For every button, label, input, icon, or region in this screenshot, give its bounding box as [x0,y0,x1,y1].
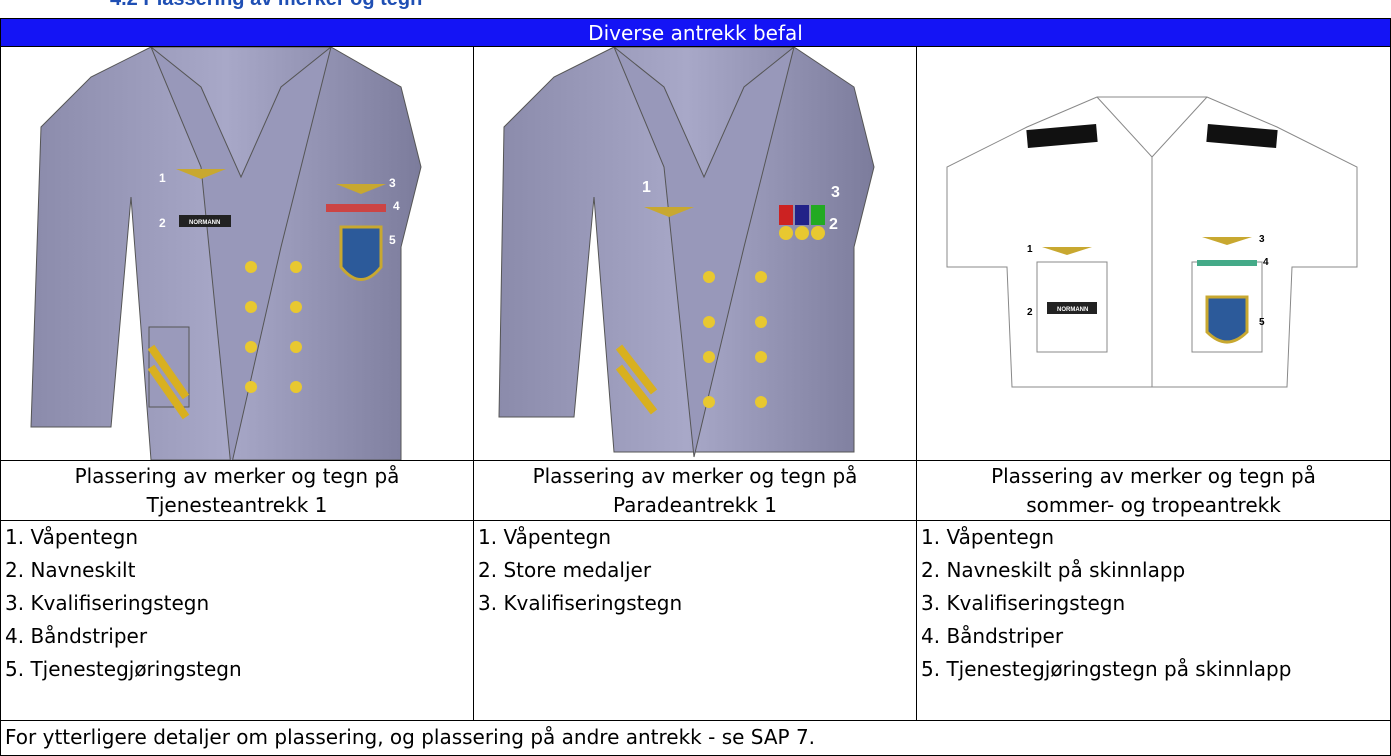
badge-number: 1 [159,171,166,185]
section-title: 4.2 Plassering av merker og tegn [110,0,422,11]
caption-line: sommer- og tropeantrekk [1026,493,1281,517]
name-tag: NORMANN [1057,307,1088,313]
badge-number: 5 [389,233,396,247]
jacket-illustration: NORMANN 1 2 3 4 5 [30,45,422,468]
caption-cell: Plassering av merker og tegn på sommer- o… [916,460,1391,521]
caption-line: Plassering av merker og tegn på [74,464,400,488]
list-item: 2. Navneskilt [5,558,136,582]
badge-number: 2 [1027,307,1033,318]
image-cell: NORMANN 1 2 3 4 5 [916,46,1391,461]
caption-cell: Plassering av merker og tegn på Paradeant… [473,460,917,521]
caption-line: Tjenesteantrekk 1 [146,493,328,517]
image-cell: 1 3 2 [473,45,917,461]
badge-number: 2 [829,216,838,233]
list-item: 3. Kvalifiseringstegn [5,591,210,615]
badge-number: 4 [393,199,400,213]
caption-line: Plassering av merker og tegn på [532,464,858,488]
badge-number: 4 [1263,257,1269,268]
list-item: 5. Tjenestegjøringstegn [5,657,242,681]
badge-number: 1 [1027,244,1033,255]
list-cell: 1. Våpentegn 2. Navneskilt 3. Kvalifiserin… [0,520,474,721]
list-item: 4. Båndstriper [921,624,1064,648]
jacket-illustration: 1 3 2 [498,45,875,458]
list-cell: 1. Våpentegn 2. Navneskilt på skinnlapp 3.… [916,520,1391,721]
badge-number: 5 [1259,317,1265,328]
caption-line: Paradeantrekk 1 [612,493,777,517]
badge-number: 2 [159,216,166,230]
badge-number: 1 [642,179,651,196]
table-heading: Diverse antrekk befal [0,18,1391,47]
list-cell: 1. Våpentegn 2. Store medaljer 3. Kvalifis… [473,520,917,721]
name-tag: NORMANN [189,220,220,226]
list-item: 1. Våpentegn [921,525,1055,549]
caption-cell: Plassering av merker og tegn på Tjenestea… [0,460,474,521]
list-item: 5. Tjenestegjøringstegn på skinnlapp [921,657,1292,681]
list-item: 2. Store medaljer [478,558,652,582]
badge-number: 3 [389,176,396,190]
list-item: 1. Våpentegn [478,525,612,549]
list-item: 4. Båndstriper [5,624,148,648]
list-item: 3. Kvalifiseringstegn [478,591,683,615]
list-item: 3. Kvalifiseringstegn [921,591,1126,615]
caption-line: Plassering av merker og tegn på [991,464,1316,488]
footer-note: For ytterligere detaljer om plassering, … [0,720,1391,756]
list-item: 2. Navneskilt på skinnlapp [921,558,1186,582]
list-item: 1. Våpentegn [5,525,139,549]
badge-number: 3 [831,184,840,201]
image-cell: NORMANN 1 2 3 4 5 [0,45,474,468]
badge-number: 3 [1259,234,1265,245]
shirt-illustration: NORMANN 1 2 3 4 5 [946,96,1358,388]
